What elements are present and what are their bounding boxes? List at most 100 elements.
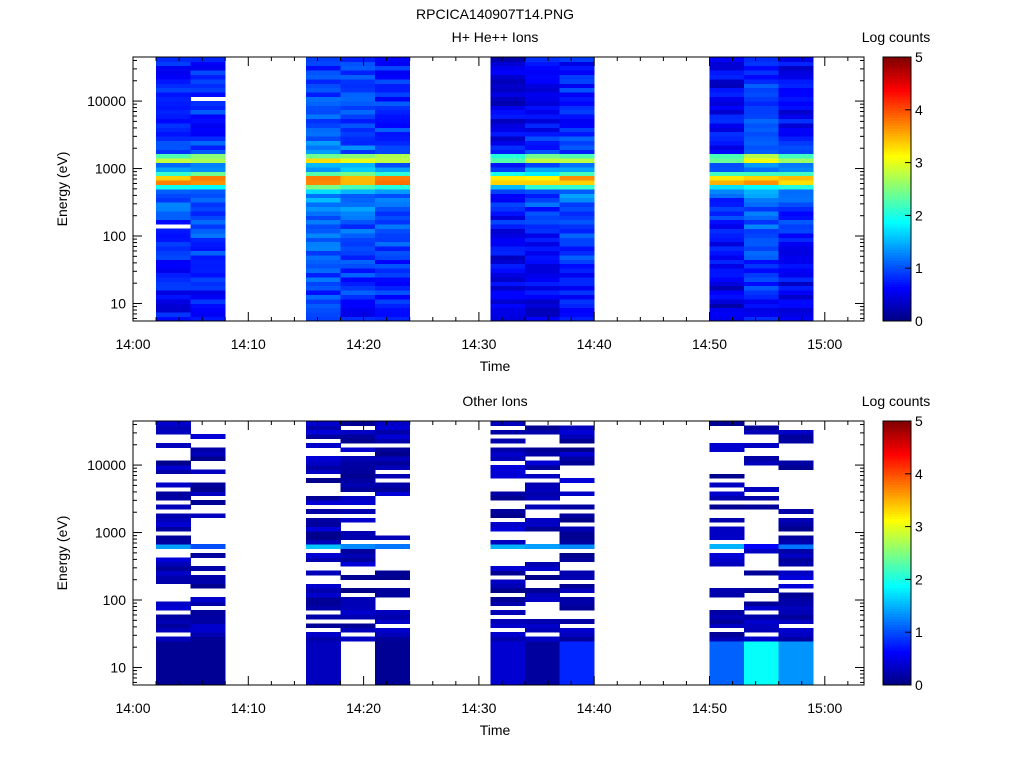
colorbar-swatch — [883, 497, 911, 501]
heatmap-cell — [744, 495, 780, 501]
x-tick-label: 14:10 — [231, 336, 266, 352]
heatmap-cell — [375, 491, 411, 497]
heatmap-cell — [156, 663, 192, 668]
heatmap-cell — [744, 171, 780, 177]
heatmap-cell — [340, 87, 376, 93]
colorbar-swatch — [883, 455, 911, 459]
colorbar: 0 1 2 3 4 5 — [882, 49, 923, 329]
colorbar-swatch — [883, 613, 911, 617]
colorbar-swatch — [883, 83, 911, 87]
heatmap-cell — [375, 636, 411, 642]
colorbar-swatch — [883, 297, 911, 301]
heatmap-cell — [340, 131, 376, 137]
heatmap-cell — [709, 676, 745, 681]
heatmap-cell — [375, 465, 411, 470]
heatmap-cell — [778, 202, 814, 207]
colorbar-swatch — [883, 423, 911, 427]
heatmap-cell — [156, 601, 192, 607]
heatmap-cell — [559, 627, 595, 633]
heatmap-cell — [190, 632, 226, 637]
heatmap-cell — [190, 57, 226, 62]
heatmap-cell — [525, 277, 560, 282]
heatmap-cell — [490, 299, 526, 304]
heatmap-cell — [709, 290, 745, 295]
heatmap-cell — [778, 272, 814, 278]
heatmap-cell — [559, 641, 595, 646]
heatmap-cell — [559, 281, 595, 287]
heatmap-cell — [305, 219, 341, 225]
colorbar-swatch — [883, 619, 911, 623]
colorbar-swatch — [883, 307, 911, 311]
heatmap-cell — [709, 495, 745, 501]
colorbar-swatch — [883, 120, 911, 124]
heatmap-cell — [156, 57, 192, 62]
heatmap-cell — [190, 277, 226, 282]
heatmap-cell — [490, 632, 526, 637]
y-tick-label: 100 — [103, 228, 127, 244]
heatmap-cell — [709, 277, 745, 282]
heatmap-cell — [305, 153, 341, 159]
heatmap-cell — [709, 167, 745, 172]
heatmap-cell — [559, 211, 595, 216]
heatmap-cell — [525, 307, 560, 313]
heatmap-cell — [709, 588, 745, 593]
heatmap-cell — [778, 74, 814, 80]
heatmap-cell — [156, 654, 192, 659]
heatmap-cell — [375, 544, 411, 549]
heatmap-cell — [375, 105, 411, 111]
heatmap-cell — [375, 61, 411, 67]
heatmap-cell — [340, 281, 376, 287]
heatmap-cell — [375, 123, 411, 128]
heatmap-cell — [375, 101, 411, 106]
colorbar-tick-label: 0 — [915, 313, 923, 329]
heatmap-cell — [190, 553, 226, 558]
heatmap-cell — [559, 451, 595, 457]
heatmap-cell — [490, 658, 526, 664]
heatmap-cell — [305, 197, 341, 203]
heatmap-cell — [559, 263, 595, 269]
heatmap-cell — [305, 614, 341, 620]
heatmap-cell — [525, 627, 560, 633]
colorbar-swatch — [883, 239, 911, 243]
heatmap-cell — [340, 535, 376, 541]
heatmap-cell — [340, 473, 376, 479]
heatmap-cell — [340, 277, 376, 282]
heatmap-cell — [305, 531, 341, 536]
heatmap-cell — [778, 601, 814, 607]
colorbar-swatch — [883, 560, 911, 565]
heatmap-cell — [156, 250, 192, 256]
colorbar-swatch — [883, 642, 911, 646]
panel-title: H+ He++ Ions — [452, 29, 539, 45]
heatmap-cell — [305, 294, 341, 300]
heatmap-cell — [525, 619, 560, 624]
heatmap-cell — [778, 118, 814, 124]
heatmap-cell — [709, 654, 745, 659]
heatmap-cell — [375, 676, 411, 681]
heatmap-cell — [340, 158, 376, 163]
colorbar-swatch — [883, 634, 911, 638]
colorbar-swatch — [883, 260, 911, 264]
heatmap-cell — [709, 303, 745, 309]
heatmap-cell — [778, 224, 814, 229]
heatmap-cell — [375, 610, 411, 615]
colorbar-swatch — [883, 611, 911, 615]
heatmap-cell — [525, 241, 560, 247]
heatmap-cell — [340, 184, 376, 190]
colorbar-swatch — [883, 215, 911, 219]
heatmap-cell — [778, 548, 814, 554]
heatmap-cell — [340, 211, 376, 216]
heatmap-cell — [375, 131, 411, 137]
heatmap-cell — [375, 114, 411, 119]
heatmap-cell — [340, 627, 376, 633]
heatmap-cell — [778, 303, 814, 309]
heatmap-cell — [559, 307, 595, 313]
heatmap-cell — [375, 316, 411, 322]
heatmap-cell — [525, 592, 560, 598]
heatmap-cell — [778, 526, 814, 532]
heatmap-cell — [305, 184, 341, 190]
heatmap-cell — [375, 246, 411, 251]
heatmap-cell — [305, 224, 341, 229]
colorbar-swatch — [883, 460, 911, 464]
heatmap-cell — [305, 211, 341, 216]
x-tick-label: 14:50 — [692, 700, 727, 716]
